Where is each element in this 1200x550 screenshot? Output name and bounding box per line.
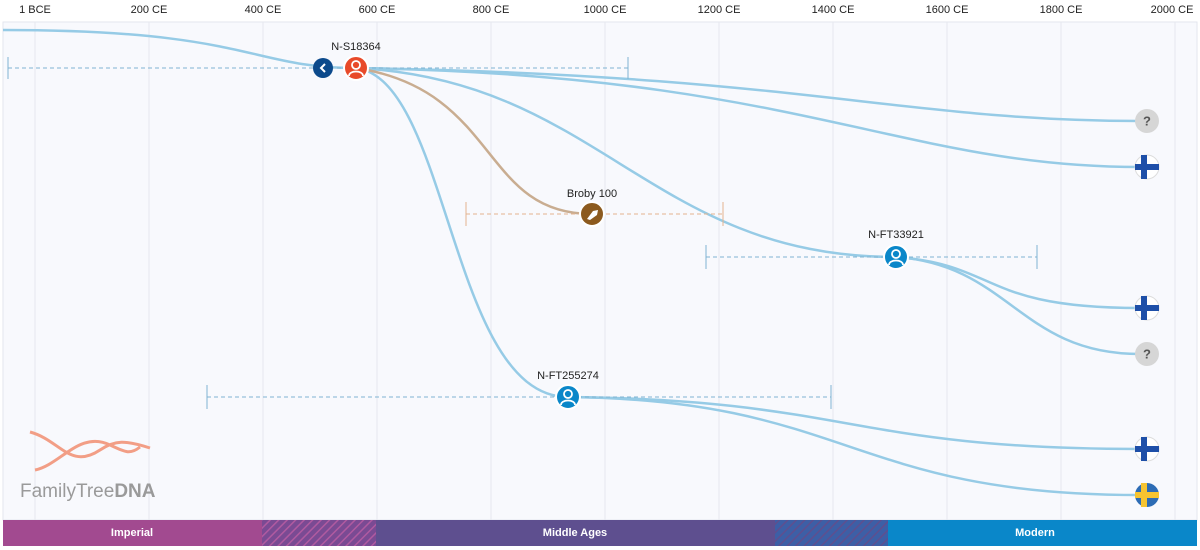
- tick-label: 1600 CE: [926, 4, 969, 16]
- logo-text: FamilyTreeDNA: [20, 481, 156, 502]
- era: [376, 520, 775, 546]
- tick-label: 1400 CE: [812, 4, 855, 16]
- tick-label: 600 CE: [359, 4, 396, 16]
- flag-finland[interactable]: [1134, 295, 1160, 321]
- flag-finland[interactable]: [1134, 154, 1160, 180]
- person-icon: [563, 389, 573, 399]
- tick-label: 1 BCE: [19, 4, 51, 16]
- person-icon: [348, 70, 364, 77]
- era-label: Middle Ages: [543, 527, 607, 539]
- unknown-country[interactable]: [1135, 109, 1159, 133]
- tick-label: 200 CE: [131, 4, 168, 16]
- tick-label: 800 CE: [473, 4, 510, 16]
- back-icon: [319, 63, 326, 73]
- branch: [355, 66, 1141, 123]
- branch: [567, 395, 1141, 497]
- branches: [2, 28, 1141, 497]
- node-label: N-S18364: [331, 41, 381, 53]
- trowel-icon: [587, 210, 598, 220]
- tick-label: 1800 CE: [1040, 4, 1083, 16]
- branch: [895, 255, 1141, 356]
- era-label: Imperial: [111, 527, 153, 539]
- back-button[interactable]: [313, 58, 333, 78]
- axis: 1 BCE 200 CE 400 CE 600 CE 800 CE 1000 CE 1200…: [19, 4, 1193, 520]
- branch: [355, 66, 897, 259]
- tick-label: 400 CE: [245, 4, 282, 16]
- node[interactable]: [343, 55, 369, 81]
- unknown-mark: ?: [1143, 113, 1151, 128]
- node-label: Broby 100: [567, 188, 617, 200]
- person-icon: [560, 399, 576, 406]
- logo-word: DNA: [114, 481, 155, 502]
- node[interactable]: [883, 244, 909, 270]
- person-icon: [351, 60, 361, 70]
- logo: FamilyTreeDNA: [20, 430, 156, 502]
- era: [888, 520, 1197, 546]
- unknown-mark: ?: [1143, 346, 1151, 361]
- branch: [355, 66, 593, 216]
- node[interactable]: [555, 384, 581, 410]
- node-label: N-FT33921: [868, 229, 924, 241]
- era-transition: [775, 520, 888, 546]
- era-transition: [262, 520, 376, 546]
- person-icon: [891, 249, 901, 259]
- tick-label: 2000 CE: [1151, 4, 1194, 16]
- era-bar: Imperial Middle Ages Modern: [3, 520, 1197, 546]
- plot-area: [2, 21, 1198, 521]
- branch: [355, 66, 1141, 169]
- tick-label: 1000 CE: [584, 4, 627, 16]
- branch: [567, 395, 1141, 451]
- branch: [355, 66, 569, 399]
- unknown-country[interactable]: [1135, 342, 1159, 366]
- endpoints: ? ?: [1134, 109, 1160, 507]
- nodes: N-S18364 Broby 100 N-FT33921 N-FT255274: [331, 41, 924, 410]
- logo-word: FamilyTree: [20, 481, 114, 502]
- node-label: N-FT255274: [537, 370, 599, 382]
- flag-finland[interactable]: [1134, 436, 1160, 462]
- tick-label: 1200 CE: [698, 4, 741, 16]
- flag-sweden[interactable]: [1135, 483, 1159, 507]
- person-icon: [888, 259, 904, 266]
- era: [3, 520, 262, 546]
- era-label: Modern: [1015, 527, 1055, 539]
